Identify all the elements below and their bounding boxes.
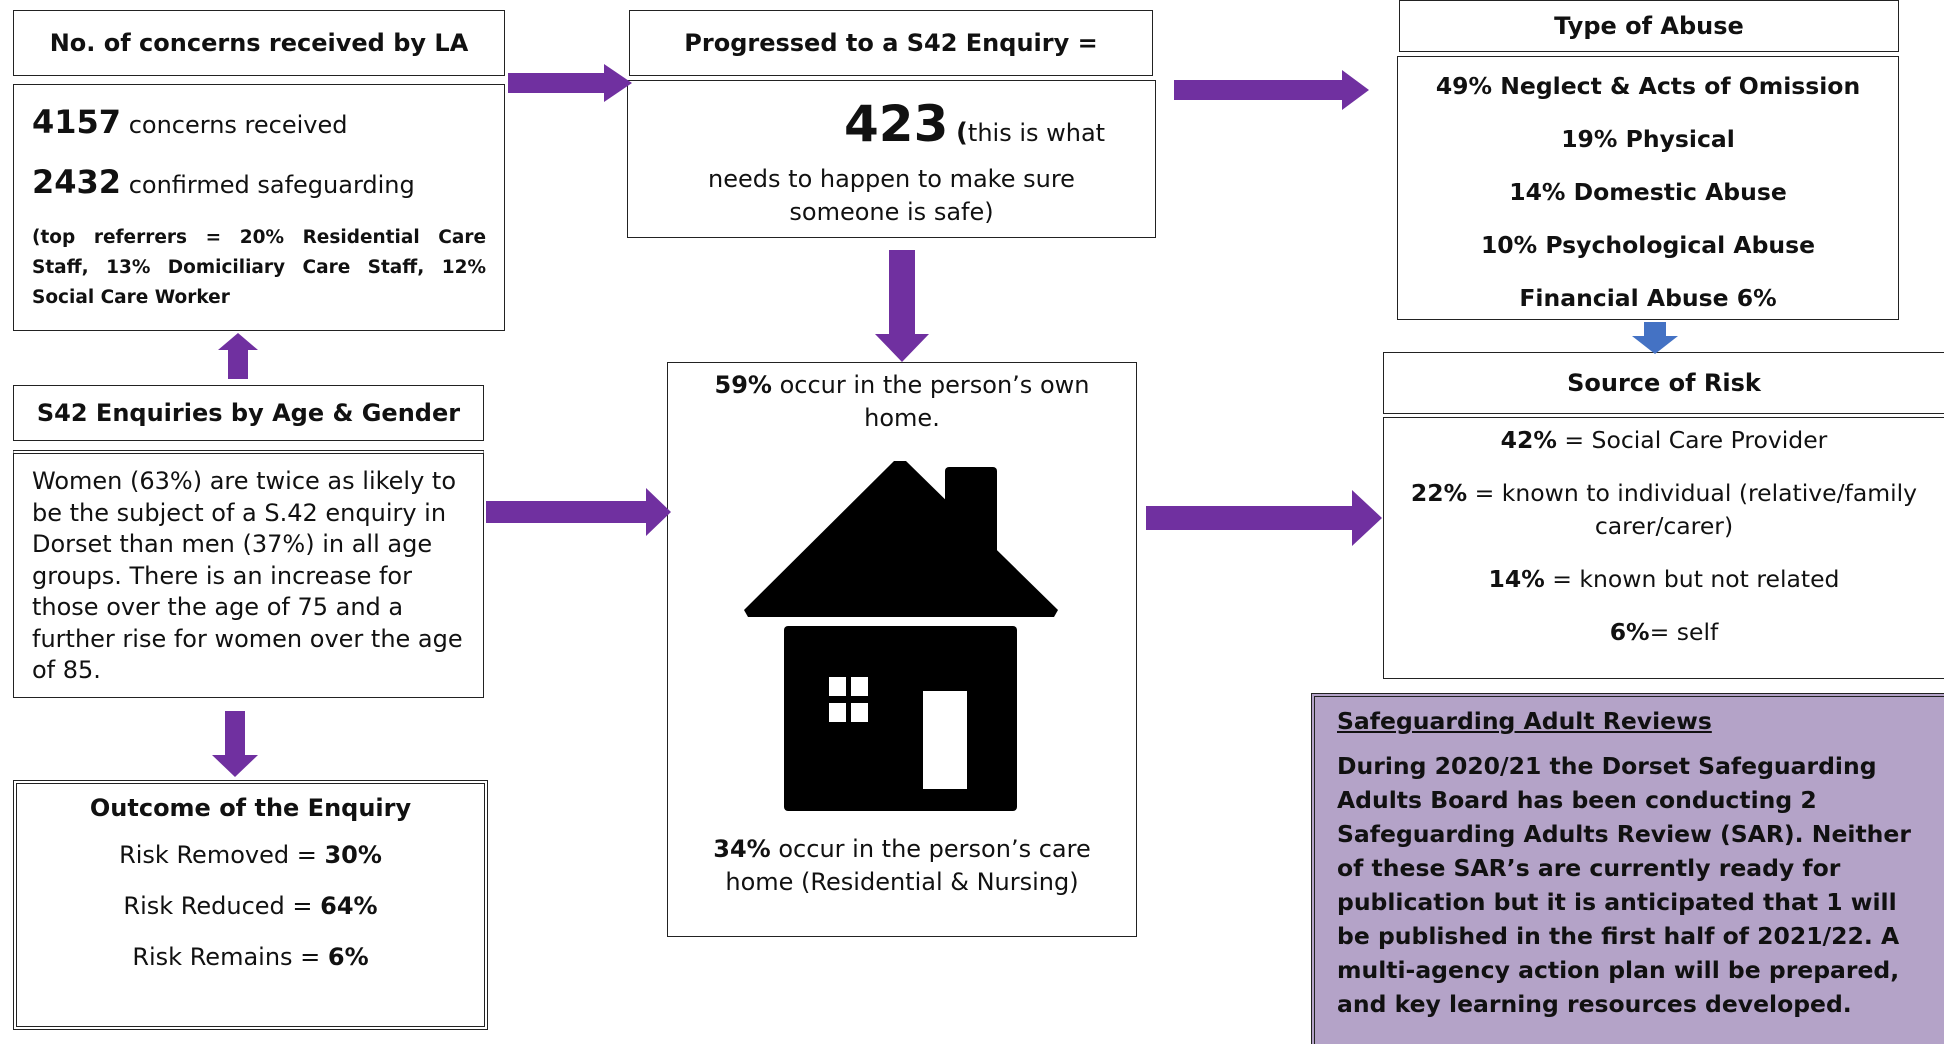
concerns-value: 4157	[32, 103, 122, 141]
abuse-item: 49% Neglect & Acts of Omission	[1435, 72, 1861, 100]
arrow-concerns-to-enquiry	[508, 64, 632, 102]
outcome-label: Risk Removed =	[119, 841, 325, 869]
location-box: 59% occur in the person’s own home. 34% …	[667, 362, 1137, 937]
enquiry-text: needs to happen to make sure someone is …	[628, 163, 1155, 229]
concerns-header-label: No. of concerns received by LA	[49, 29, 469, 57]
enquiry-text-line1: this is what	[967, 119, 1106, 147]
abuse-item: Financial Abuse 6%	[1519, 284, 1777, 312]
age-gender-box: Women (63%) are twice as likely to be th…	[13, 450, 484, 698]
abuse-item: 10% Psychological Abuse	[1480, 231, 1816, 259]
own-home-pct: 59%	[714, 371, 772, 399]
arrow-age-to-concerns	[218, 333, 258, 379]
enquiry-value: 423	[844, 95, 949, 153]
care-home-pct: 34%	[713, 835, 771, 863]
risk-text: = Social Care Provider	[1564, 426, 1828, 454]
own-home-text: 59% occur in the person’s own home.	[668, 369, 1136, 435]
arrow-enquiry-to-location	[875, 250, 929, 362]
risk-text: = known to individual (relative/family c…	[1474, 479, 1918, 540]
risk-source-list: 42% = Social Care Provider 22% = known t…	[1384, 418, 1944, 649]
arrow-age-to-location	[486, 488, 671, 536]
enquiry-text-line2: needs to happen to make sure	[708, 165, 1075, 193]
enquiry-value-line: 423 (this is what	[844, 95, 1105, 153]
arrow-enquiry-to-abuse	[1174, 70, 1369, 110]
enquiry-header: Progressed to a S42 Enquiry =	[629, 10, 1153, 76]
outcome-item: Risk Remains = 6%	[17, 943, 484, 971]
enquiry-text-line3: someone is safe)	[789, 198, 994, 226]
care-home-text: 34% occur in the person’s care home (Res…	[668, 833, 1136, 899]
risk-source-header-label: Source of Risk	[1567, 369, 1761, 397]
risk-source-item: 42% = Social Care Provider	[1388, 424, 1940, 457]
outcome-item: Risk Reduced = 64%	[17, 892, 484, 920]
age-gender-header: S42 Enquiries by Age & Gender	[13, 385, 484, 441]
abuse-header-label: Type of Abuse	[1554, 12, 1744, 40]
age-gender-text: Women (63%) are twice as likely to be th…	[32, 467, 463, 684]
sar-title: Safeguarding Adult Reviews	[1337, 707, 1712, 735]
risk-source-item: 6%= self	[1388, 616, 1940, 649]
concerns-header: No. of concerns received by LA	[13, 10, 505, 76]
risk-source-item: 22% = known to individual (relative/fami…	[1388, 477, 1940, 543]
abuse-header: Type of Abuse	[1399, 0, 1899, 52]
confirmed-value: 2432	[32, 163, 122, 201]
risk-text: = known but not related	[1552, 565, 1840, 593]
risk-source-box: 42% = Social Care Provider 22% = known t…	[1383, 417, 1944, 679]
abuse-item: 14% Domestic Abuse	[1509, 178, 1787, 206]
outcome-list: Risk Removed = 30% Risk Reduced = 64% Ri…	[17, 841, 484, 971]
risk-source-item: 14% = known but not related	[1388, 563, 1940, 596]
outcome-value: 30%	[324, 841, 382, 869]
outcome-value: 6%	[327, 943, 369, 971]
outcome-box: Outcome of the Enquiry Risk Removed = 30…	[13, 780, 488, 1030]
risk-pct: 14%	[1488, 565, 1545, 593]
outcome-label: Risk Reduced =	[123, 892, 321, 920]
sar-text: During 2020/21 the Dorset Safeguarding A…	[1337, 752, 1911, 1018]
arrow-age-to-outcome	[212, 711, 258, 777]
enquiry-header-label: Progressed to a S42 Enquiry =	[684, 29, 1098, 57]
care-home-label: occur in the person’s care home (Residen…	[725, 835, 1091, 896]
arrow-abuse-to-risk	[1632, 322, 1678, 354]
abuse-box: 49% Neglect & Acts of Omission 19% Physi…	[1397, 56, 1899, 320]
confirmed-label: confirmed safeguarding	[128, 171, 415, 199]
risk-text: = self	[1649, 618, 1719, 646]
top-referrers: (top referrers = 20% Residential Care St…	[32, 227, 486, 308]
arrow-location-to-risk	[1146, 490, 1382, 546]
risk-pct: 22%	[1410, 479, 1468, 507]
outcome-label: Risk Remains =	[132, 943, 328, 971]
own-home-label: occur in the person’s own home.	[779, 371, 1090, 432]
confirmed-line: 2432 confirmed safeguarding	[32, 163, 486, 201]
outcome-value: 64%	[320, 892, 378, 920]
house-icon	[744, 461, 1058, 811]
abuse-list: 49% Neglect & Acts of Omission 19% Physi…	[1398, 57, 1898, 332]
outcome-header: Outcome of the Enquiry	[89, 794, 412, 822]
risk-pct: 6%	[1609, 618, 1650, 646]
sar-box: Safeguarding Adult Reviews During 2020/2…	[1311, 693, 1944, 1044]
abuse-item: 19% Physical	[1561, 125, 1735, 153]
outcome-item: Risk Removed = 30%	[17, 841, 484, 869]
concerns-line: 4157 concerns received	[32, 103, 486, 141]
enquiry-paren: (	[956, 118, 968, 148]
enquiry-box: 423 (this is what needs to happen to mak…	[627, 80, 1156, 238]
concerns-label: concerns received	[128, 111, 348, 139]
risk-pct: 42%	[1500, 426, 1557, 454]
risk-source-header: Source of Risk	[1383, 352, 1944, 414]
concerns-box: 4157 concerns received 2432 confirmed sa…	[13, 84, 505, 331]
age-gender-header-label: S42 Enquiries by Age & Gender	[36, 399, 461, 427]
